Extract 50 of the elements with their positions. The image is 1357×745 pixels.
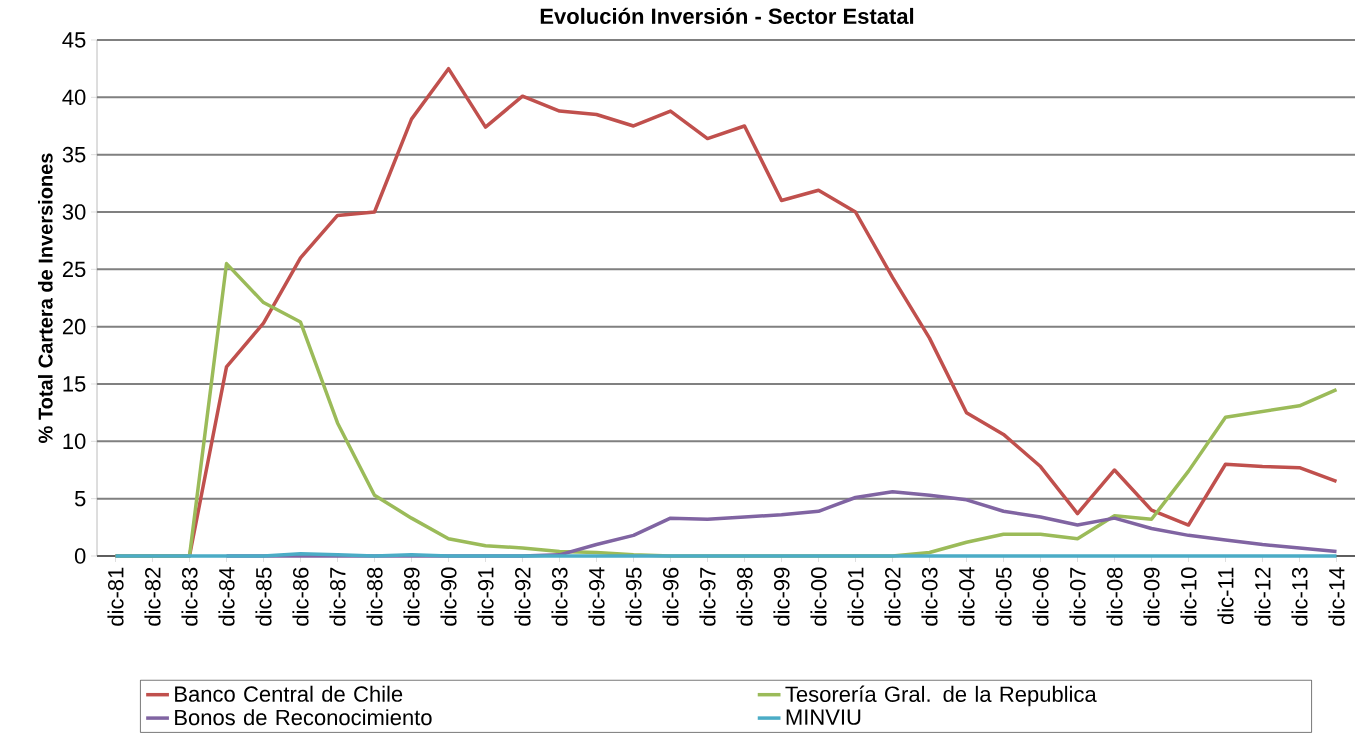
legend-label: MINVIU [786, 709, 861, 725]
legend-label: Banco Central de Chile [175, 685, 403, 702]
y-tick-label: 15 [63, 376, 86, 392]
x-tick-label: dic-02 [884, 567, 901, 626]
x-tick-label: dic-87 [329, 567, 346, 626]
x-tick-label: dic-96 [662, 567, 679, 626]
y-tick-label: 30 [62, 204, 86, 220]
legend-label: Tesorería Gral. de la Republica [785, 685, 1097, 707]
legend-label: Bonos de Reconocimiento [175, 709, 432, 726]
x-tick-label: dic-04 [958, 567, 975, 626]
y-tick-label: 40 [62, 89, 86, 106]
x-tick-label: dic-09 [1143, 567, 1160, 626]
y-tick-label: 25 [62, 261, 86, 278]
x-tick-label: dic-81 [107, 567, 124, 626]
x-tick-label: dic-88 [366, 567, 383, 626]
y-tick-label: 0 [74, 548, 86, 564]
x-tick-label: dic-99 [773, 567, 790, 626]
y-tick-label: 10 [63, 433, 86, 450]
x-tick-label: dic-92 [514, 567, 531, 626]
x-tick-label: dic-12 [1254, 567, 1271, 626]
x-tick-label: dic-90 [440, 567, 457, 626]
x-tick-label: dic-91 [477, 567, 494, 626]
x-tick-label: dic-82 [144, 567, 161, 626]
x-tick-label: dic-13 [1291, 567, 1308, 626]
x-tick-label: dic-06 [1032, 567, 1049, 626]
x-tick-label: dic-85 [255, 567, 272, 626]
x-tick-label: dic-95 [625, 567, 642, 626]
x-tick-label: dic-03 [921, 567, 938, 626]
x-tick-label: dic-89 [403, 567, 420, 626]
x-tick-label: dic-14 [1328, 567, 1345, 626]
x-tick-label: dic-93 [551, 567, 568, 626]
y-tick-label: 35 [62, 146, 86, 163]
x-tick-label: dic-97 [699, 567, 716, 626]
x-tick-label: dic-08 [1106, 567, 1123, 626]
y-axis-title: % Total Cartera de Inversiones [37, 153, 53, 443]
x-tick-label: dic-86 [292, 567, 309, 626]
y-tick-label: 20 [62, 318, 86, 335]
x-tick-label: dic-11 [1217, 567, 1234, 625]
x-tick-label: dic-10 [1180, 567, 1197, 626]
x-tick-label: dic-98 [736, 567, 753, 626]
chart-title: Evolución Inversión - Sector Estatal [540, 7, 914, 25]
x-tick-label: dic-94 [588, 567, 605, 626]
x-tick-label: dic-00 [810, 567, 827, 626]
y-tick-label: 45 [62, 32, 86, 48]
x-tick-label: dic-05 [995, 567, 1012, 626]
x-tick-label: dic-07 [1069, 567, 1086, 626]
x-tick-label: dic-84 [218, 567, 235, 626]
y-tick-label: 5 [74, 490, 86, 507]
x-tick-label: dic-83 [181, 567, 198, 626]
x-tick-label: dic-01 [847, 567, 864, 626]
